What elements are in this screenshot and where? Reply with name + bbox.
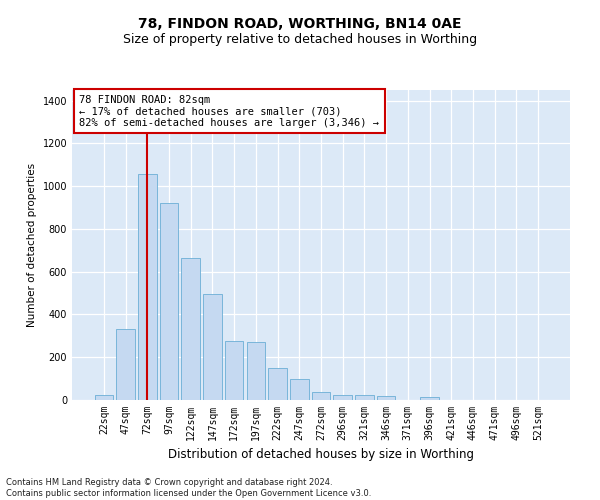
Bar <box>268 368 287 400</box>
Bar <box>138 174 157 400</box>
Bar <box>116 330 135 400</box>
Bar <box>160 204 178 400</box>
X-axis label: Distribution of detached houses by size in Worthing: Distribution of detached houses by size … <box>168 448 474 462</box>
Bar <box>312 392 330 400</box>
Bar <box>421 398 439 400</box>
Y-axis label: Number of detached properties: Number of detached properties <box>27 163 37 327</box>
Bar <box>355 396 374 400</box>
Bar <box>290 378 308 400</box>
Bar <box>225 341 244 400</box>
Bar <box>203 294 221 400</box>
Text: 78 FINDON ROAD: 82sqm
← 17% of detached houses are smaller (703)
82% of semi-det: 78 FINDON ROAD: 82sqm ← 17% of detached … <box>79 94 379 128</box>
Text: Contains HM Land Registry data © Crown copyright and database right 2024.
Contai: Contains HM Land Registry data © Crown c… <box>6 478 371 498</box>
Text: 78, FINDON ROAD, WORTHING, BN14 0AE: 78, FINDON ROAD, WORTHING, BN14 0AE <box>138 18 462 32</box>
Bar <box>377 396 395 400</box>
Text: Size of property relative to detached houses in Worthing: Size of property relative to detached ho… <box>123 32 477 46</box>
Bar <box>334 394 352 400</box>
Bar <box>95 396 113 400</box>
Bar <box>247 342 265 400</box>
Bar <box>181 258 200 400</box>
